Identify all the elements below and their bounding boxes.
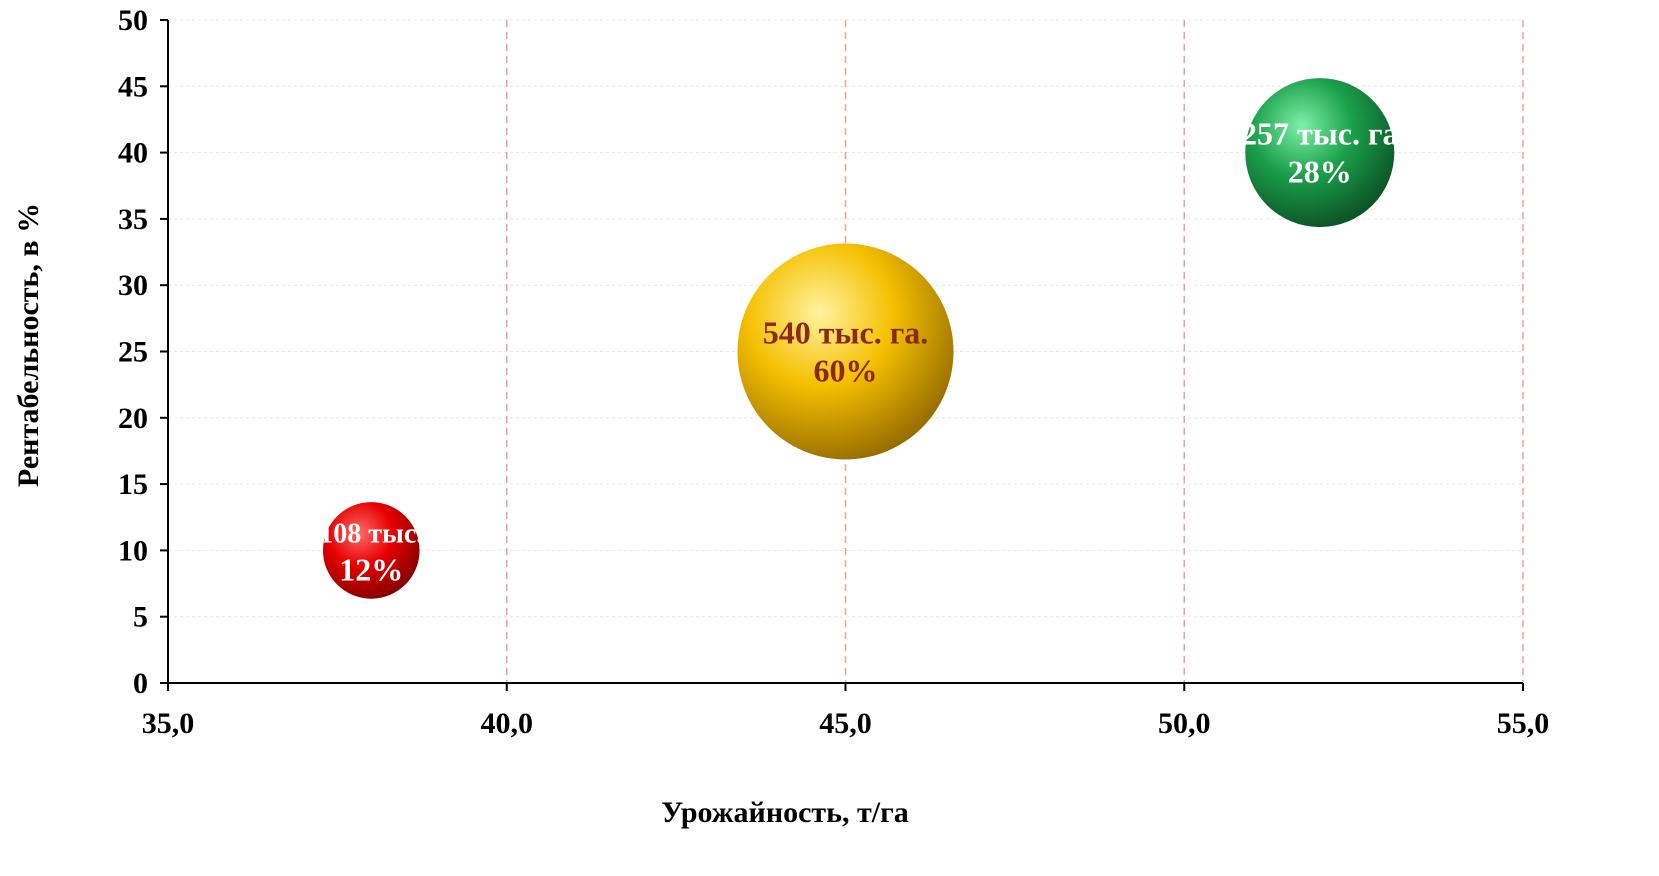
y-tick-label: 20 <box>118 402 148 435</box>
bubble <box>1245 78 1395 228</box>
bubble <box>737 243 954 460</box>
y-tick-label: 35 <box>118 203 148 236</box>
y-tick-label: 40 <box>118 137 148 170</box>
x-tick-label: 55,0 <box>1497 707 1550 740</box>
x-tick-label: 50,0 <box>1158 707 1211 740</box>
tick-labels: 0 5 10 15 20 25 30 35 40 45 50 35,0 40,0 45,0 50,0 55,0 <box>118 4 1549 740</box>
x-tick-label: 35,0 <box>142 707 195 740</box>
y-axis-title: Рентабельность, в % <box>12 203 45 487</box>
bubble-label-size: 108 тыс. <box>319 518 423 549</box>
y-tick-label: 0 <box>133 667 148 700</box>
bubble-label-size: 540 тыс. га. <box>763 315 928 351</box>
y-tick-label: 10 <box>118 534 148 567</box>
x-axis-title: Урожайность, т/га <box>661 796 908 829</box>
bubble-label-size: 257 тыс. га <box>1241 116 1398 152</box>
x-tick-label: 45,0 <box>819 707 872 740</box>
y-tick-label: 45 <box>118 70 148 103</box>
bubble-label-share: 28% <box>1288 154 1352 190</box>
x-tick-label: 40,0 <box>481 707 534 740</box>
bubble-label-share: 60% <box>814 353 878 389</box>
y-tick-label: 50 <box>118 4 148 37</box>
y-tick-label: 25 <box>118 336 148 369</box>
bubble <box>322 502 420 599</box>
bubble-label-share: 12% <box>339 551 403 587</box>
y-tick-label: 30 <box>118 269 148 302</box>
y-tick-label: 5 <box>133 601 148 634</box>
y-tick-label: 15 <box>118 468 148 501</box>
